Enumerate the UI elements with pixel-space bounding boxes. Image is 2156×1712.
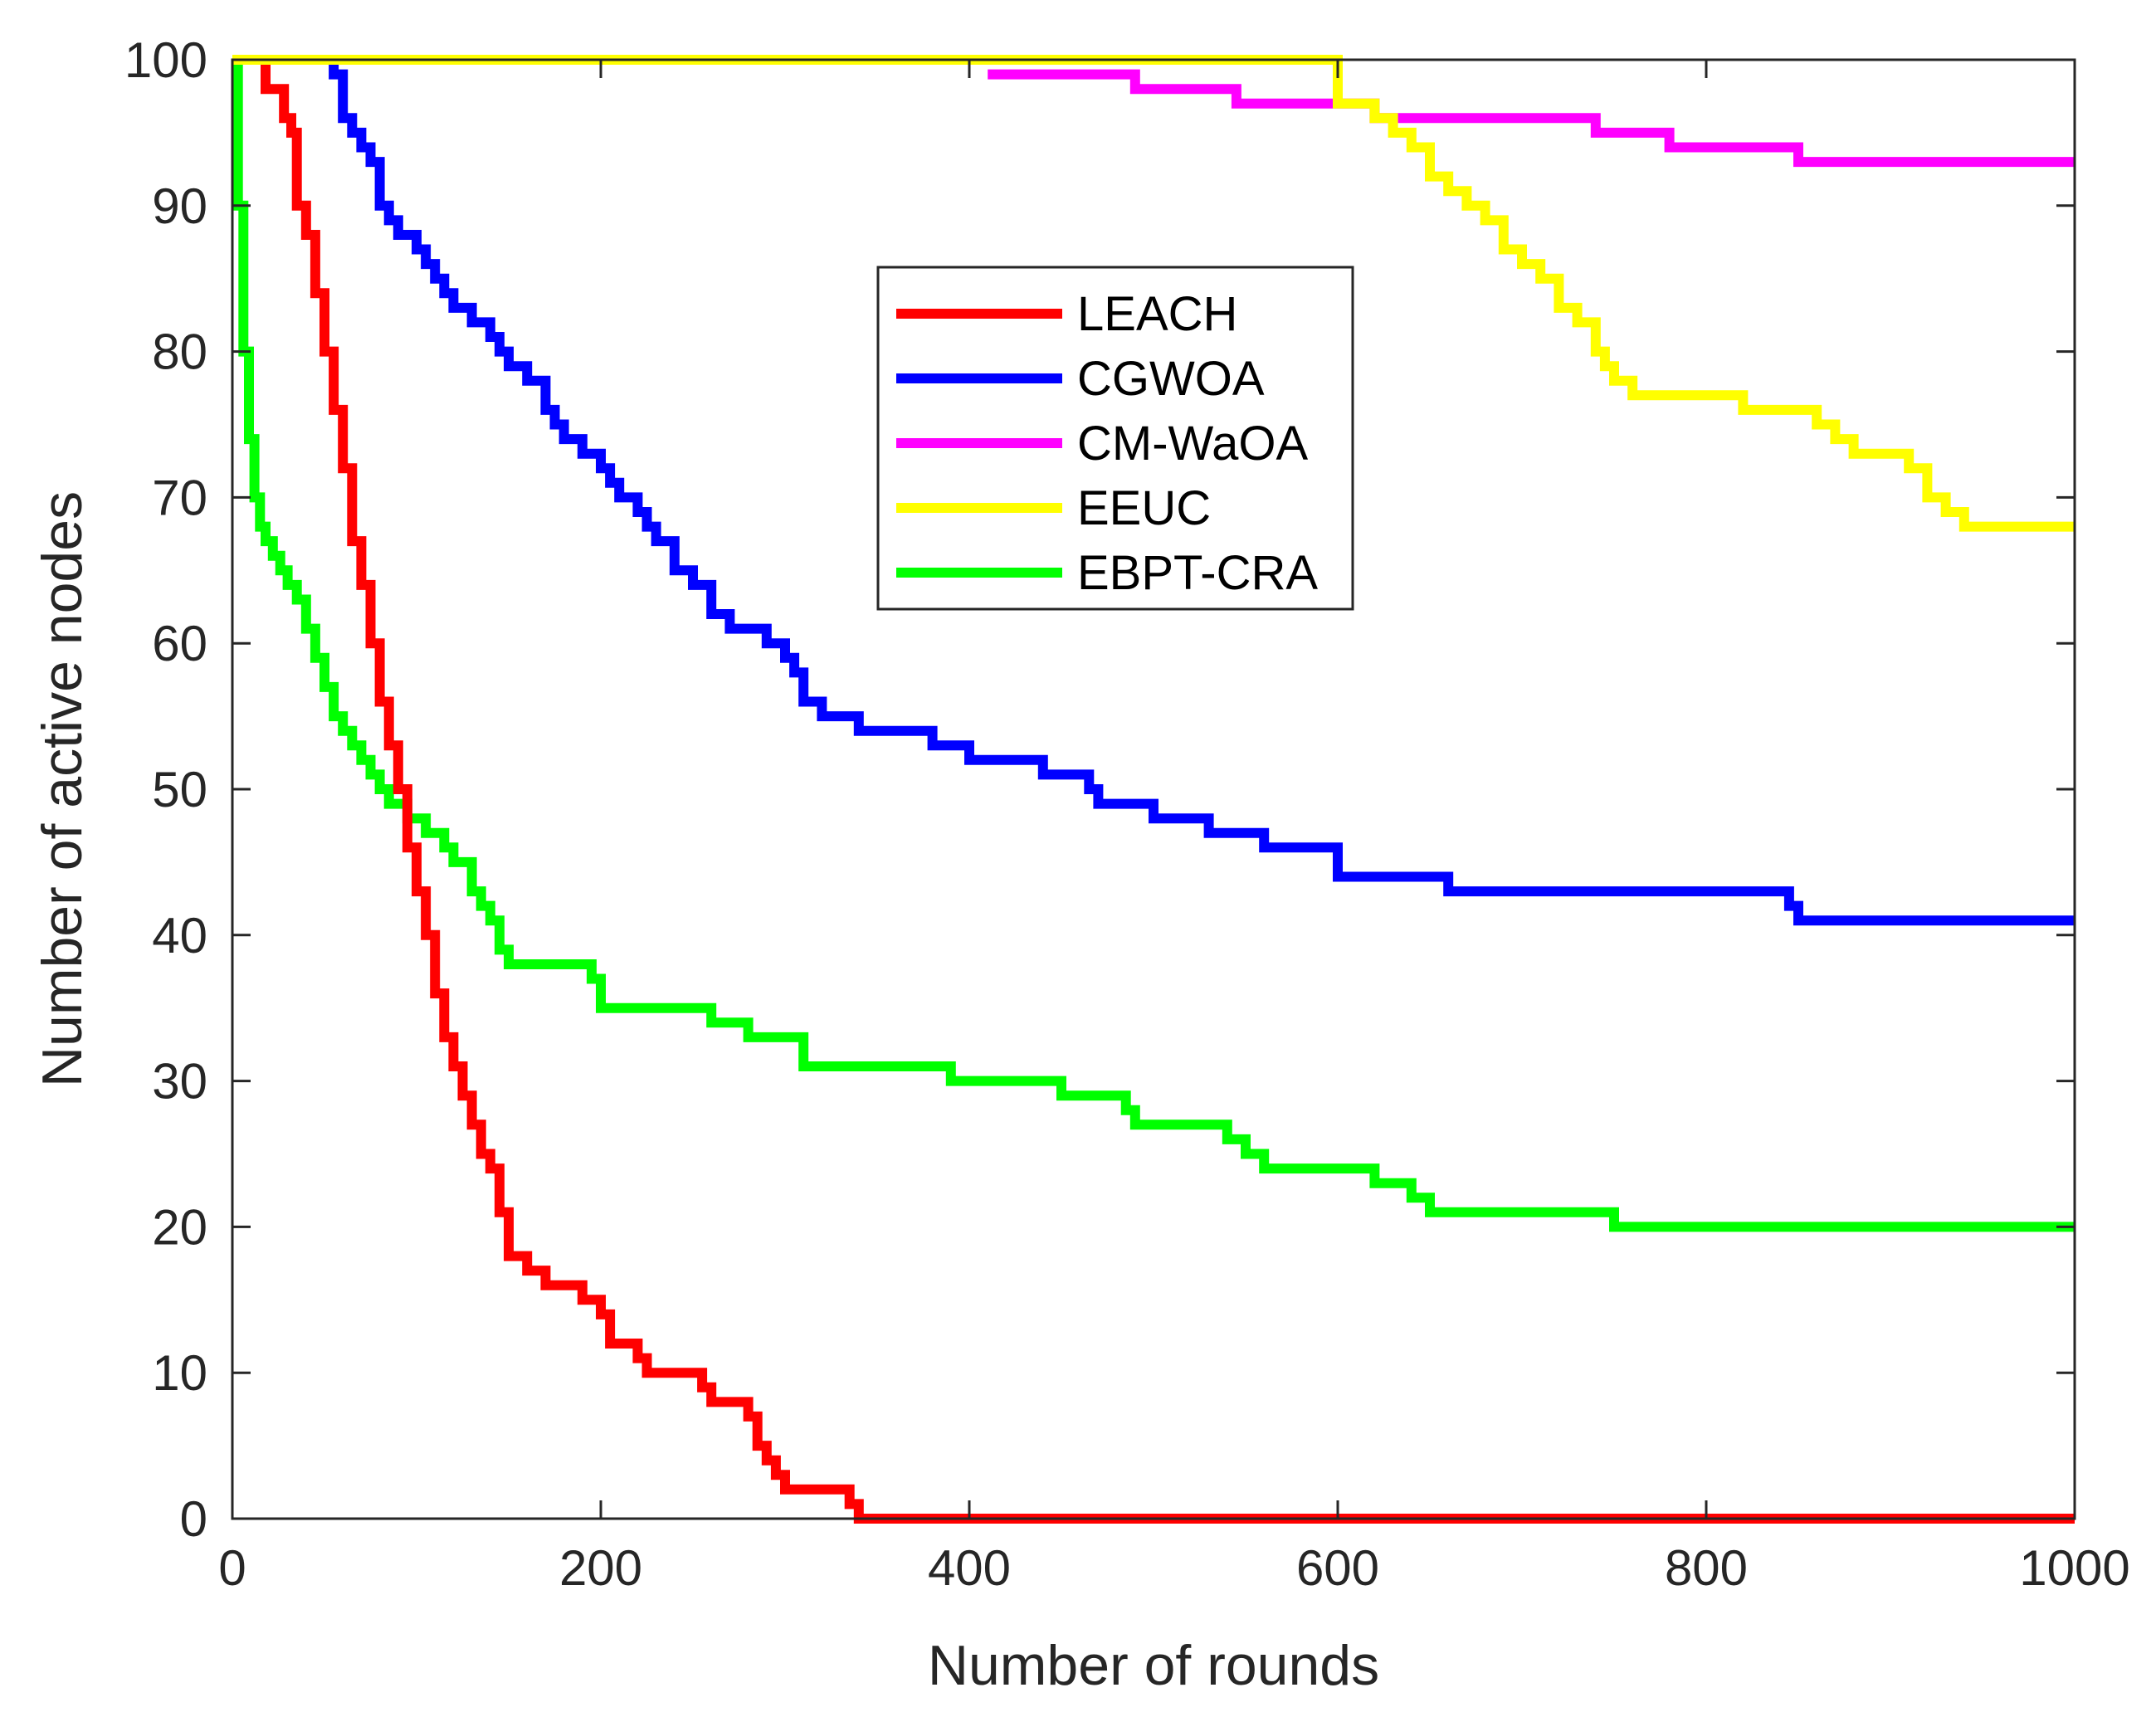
x-tick-label: 400 (928, 1540, 1011, 1596)
x-tick-label: 800 (1665, 1540, 1748, 1596)
series-line-eeuc (232, 55, 2075, 532)
x-tick-label: 200 (559, 1540, 642, 1596)
legend-label-eeuc: EEUC (1077, 481, 1211, 535)
series-line-cm-waoa (988, 69, 2075, 168)
legend-label-cgwoa: CGWOA (1077, 352, 1265, 406)
y-tick-label: 90 (152, 178, 207, 234)
y-axis-title: Number of active nodes (31, 491, 94, 1087)
y-tick-label: 30 (152, 1054, 207, 1110)
y-tick-label: 20 (152, 1199, 207, 1255)
y-tick-label: 80 (152, 324, 207, 380)
y-tick-label: 0 (180, 1491, 207, 1547)
y-tick-label: 100 (124, 32, 207, 88)
x-tick-label: 0 (218, 1540, 246, 1596)
x-tick-label: 1000 (2019, 1540, 2129, 1596)
y-tick-label: 60 (152, 616, 207, 671)
x-tick-label: 600 (1296, 1540, 1379, 1596)
legend-label-ebpt-cra: EBPT-CRA (1077, 546, 1318, 600)
y-tick-label: 70 (152, 470, 207, 525)
series-layer (232, 55, 2075, 1524)
series-line-leach (232, 55, 2075, 1524)
legend-label-leach: LEACH (1077, 287, 1237, 341)
legend: LEACH CGWOA CM-WaOA EEUC EBPT-CRA (876, 266, 1354, 611)
tick-layer: 0 200 400 600 800 1000 0 10 20 30 40 50 60 70 80 90 100 (124, 32, 2130, 1596)
legend-items: LEACH CGWOA CM-WaOA EEUC EBPT-CRA (896, 287, 1318, 600)
y-tick-label: 50 (152, 762, 207, 817)
series-line-ebpt-cra (232, 55, 2075, 1232)
y-tick-label: 40 (152, 908, 207, 963)
series-line-cgwoa (324, 55, 2075, 926)
x-axis-title: Number of rounds (928, 1634, 1379, 1697)
legend-label-cm-waoa: CM-WaOA (1077, 417, 1308, 471)
y-tick-label: 10 (152, 1345, 207, 1401)
